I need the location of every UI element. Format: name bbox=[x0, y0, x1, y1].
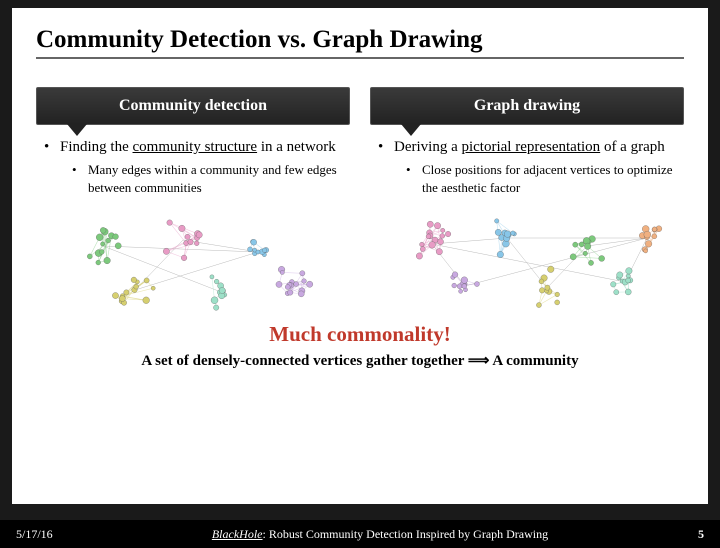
right-main-underline: pictorial representation bbox=[461, 139, 600, 155]
left-main-pre: Finding the bbox=[60, 139, 133, 155]
left-main-post: in a network bbox=[257, 139, 336, 155]
footer: 5/17/16 BlackHole: Robust Community Dete… bbox=[0, 520, 720, 548]
left-bubble: Community detection bbox=[36, 87, 350, 125]
right-graphic bbox=[370, 204, 684, 322]
right-main-bullet: Deriving a pictorial representation of a… bbox=[378, 137, 684, 157]
slide-title: Community Detection vs. Graph Drawing bbox=[36, 26, 684, 59]
right-sub-bullet: Close positions for adjacent vertices to… bbox=[406, 161, 684, 196]
right-column: Graph drawing Deriving a pictorial repre… bbox=[370, 87, 684, 322]
left-column: Community detection Finding the communit… bbox=[36, 87, 350, 322]
columns: Community detection Finding the communit… bbox=[36, 87, 684, 322]
right-network-svg bbox=[370, 204, 684, 322]
right-main-post: of a graph bbox=[600, 139, 665, 155]
left-sub-bullet: Many edges within a community and few ed… bbox=[72, 161, 350, 196]
right-main-pre: Deriving a bbox=[394, 139, 461, 155]
right-bubble-wrap: Graph drawing bbox=[370, 87, 684, 125]
left-graphic bbox=[36, 204, 350, 322]
commonality-text: Much commonality! bbox=[36, 322, 684, 347]
footer-title-em: BlackHole bbox=[212, 527, 263, 541]
left-network-svg bbox=[36, 204, 350, 322]
footer-title: BlackHole: Robust Community Detection In… bbox=[96, 527, 664, 542]
slide: Community Detection vs. Graph Drawing Co… bbox=[12, 8, 708, 504]
arrow-icon: ⟹ bbox=[468, 353, 490, 369]
subtitle: A set of densely-connected vertices gath… bbox=[36, 351, 684, 370]
footer-date: 5/17/16 bbox=[16, 527, 96, 542]
footer-title-rest: : Robust Community Detection Inspired by… bbox=[263, 527, 549, 541]
right-bullets: Deriving a pictorial representation of a… bbox=[370, 137, 684, 196]
left-main-underline: community structure bbox=[133, 139, 258, 155]
footer-page: 5 bbox=[664, 527, 704, 542]
subtitle-pre: A set of densely-connected vertices gath… bbox=[141, 353, 464, 369]
subtitle-post: A community bbox=[492, 353, 578, 369]
right-bubble: Graph drawing bbox=[370, 87, 684, 125]
left-bubble-wrap: Community detection bbox=[36, 87, 350, 125]
left-main-bullet: Finding the community structure in a net… bbox=[44, 137, 350, 157]
left-bullets: Finding the community structure in a net… bbox=[36, 137, 350, 196]
